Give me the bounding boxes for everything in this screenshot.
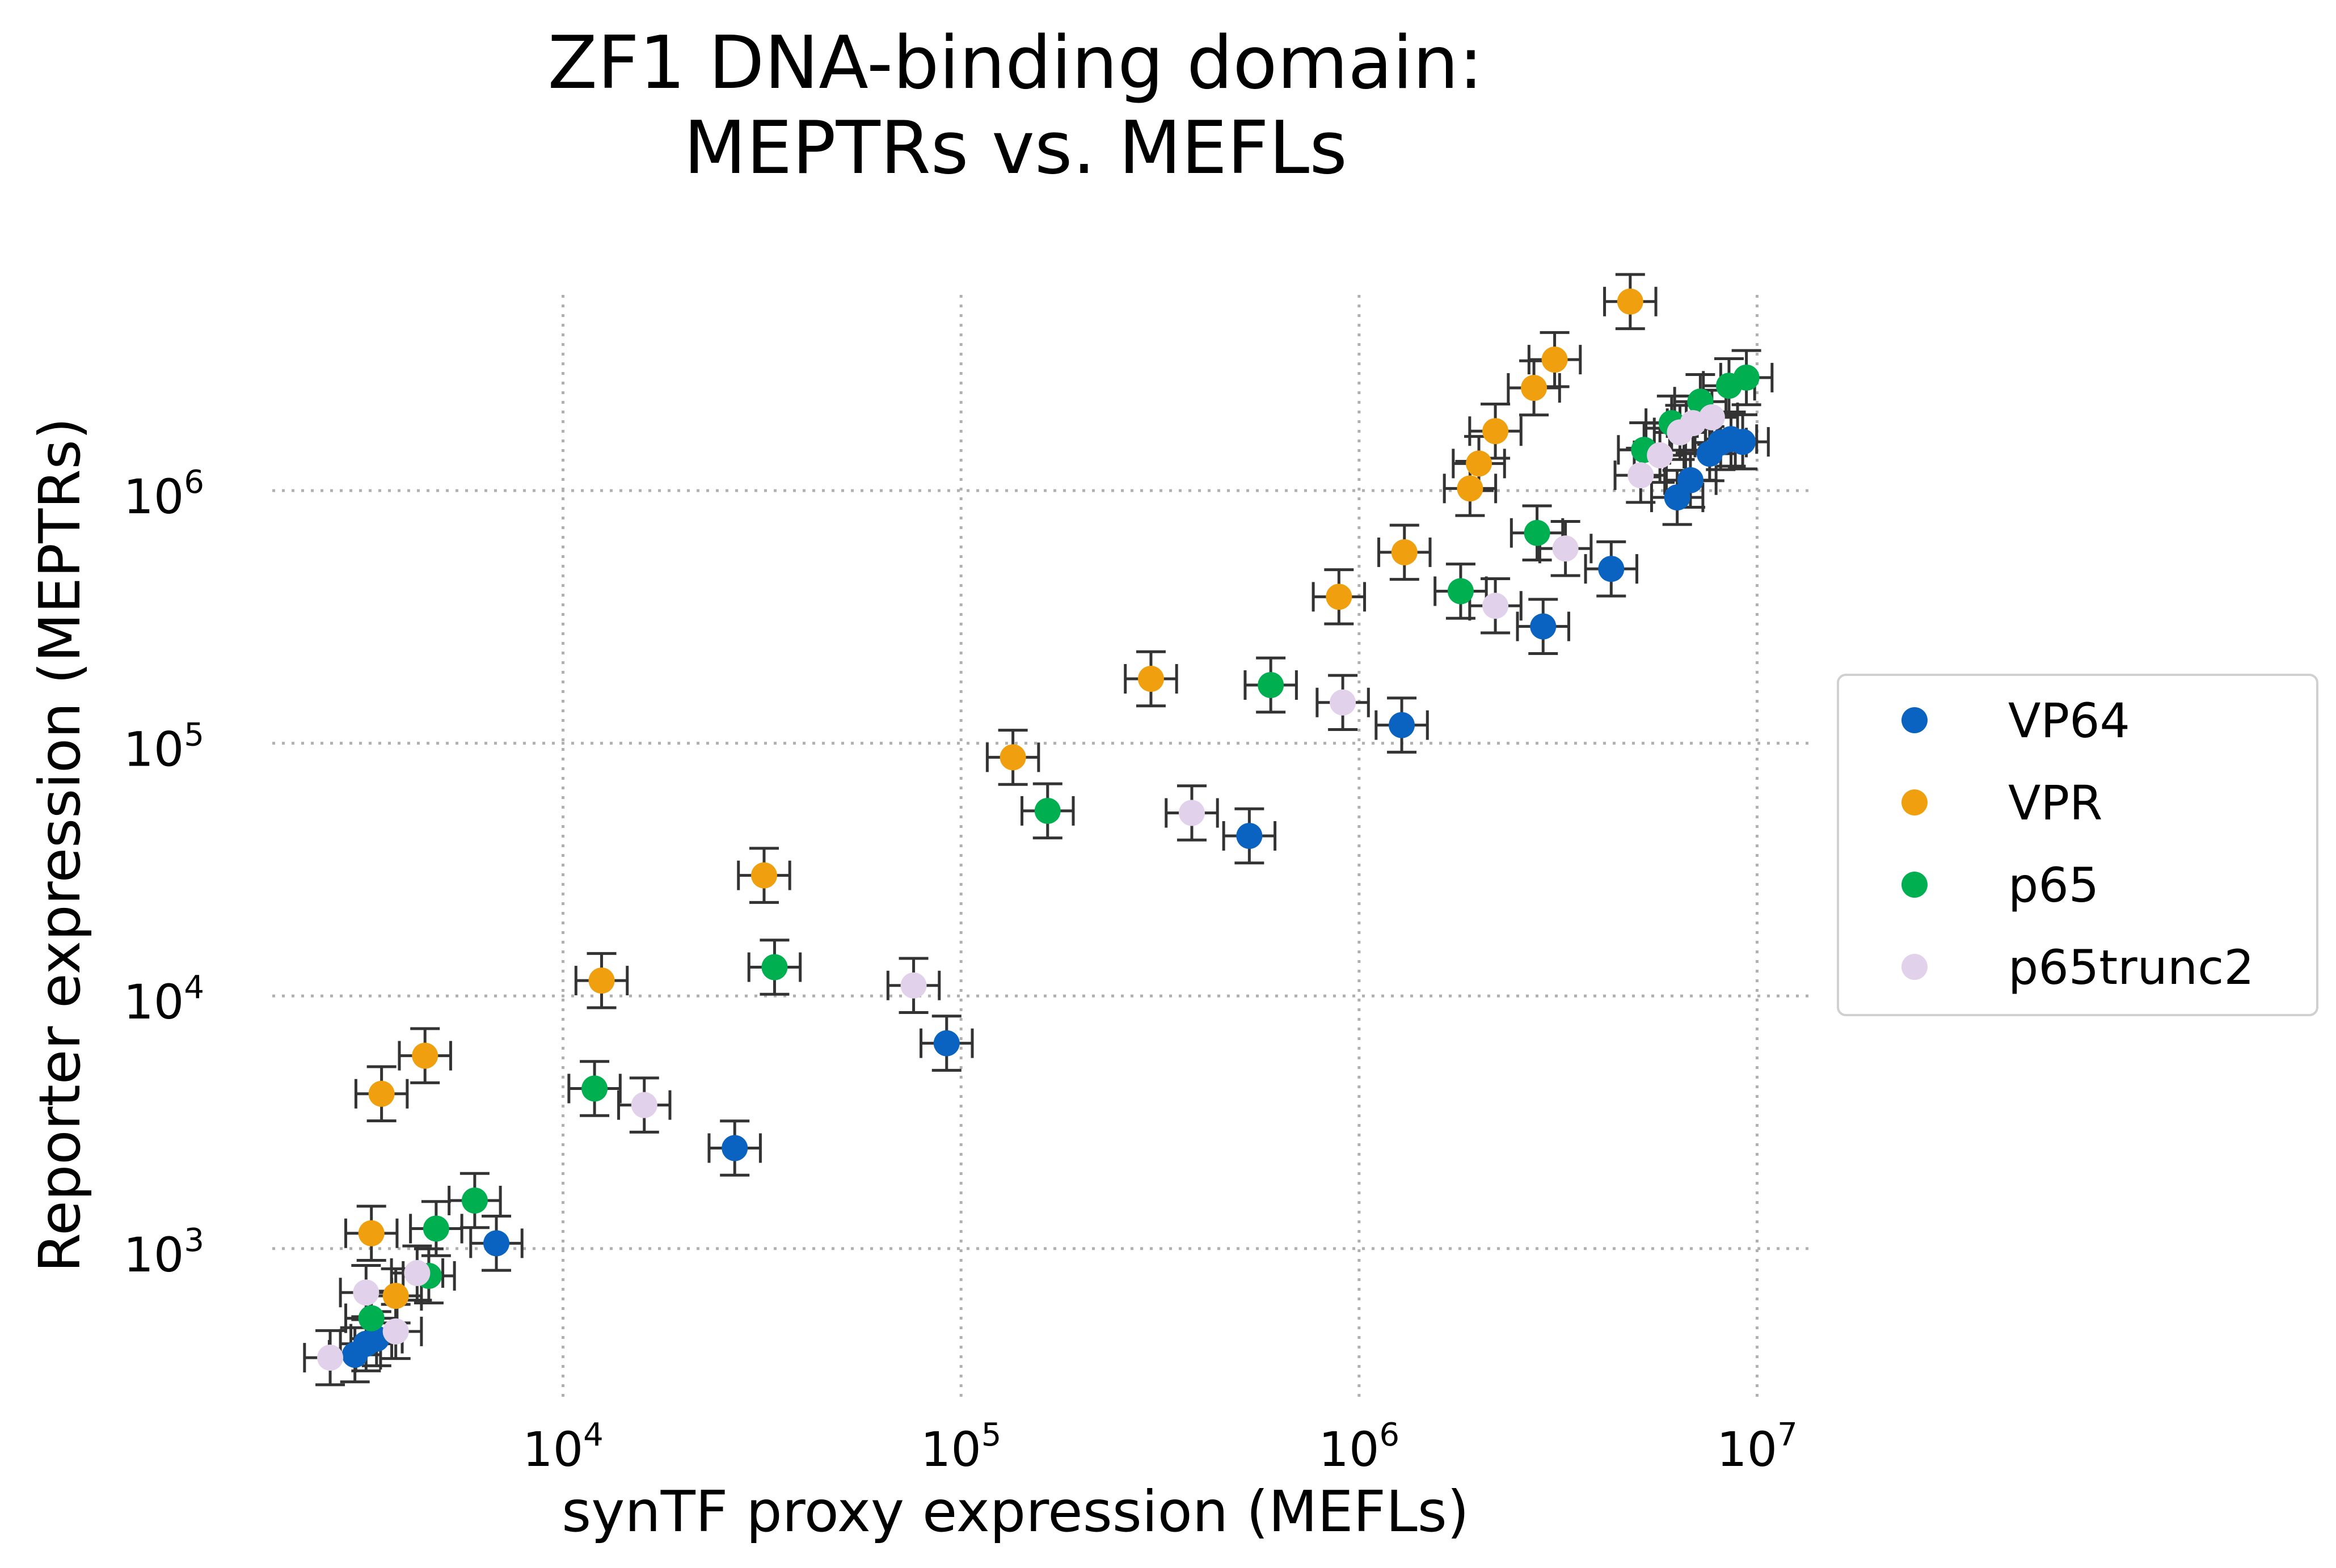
x-tick-label: 105 [921,1417,1002,1477]
y-tick-label: 104 [123,969,204,1030]
legend-marker-vp64 [1901,707,1928,733]
data-point-p65trunc2 [317,1345,344,1371]
legend-label-p65: p65 [2008,857,2099,913]
data-point-vpr [1137,665,1164,692]
data-point-p65 [1447,578,1474,605]
data-point-vp64 [722,1135,748,1161]
data-point-vpr [1000,744,1026,771]
x-tick-label: 107 [1717,1417,1798,1477]
data-point-vpr [412,1042,438,1069]
chart-title: ZF1 DNA-binding domain: MEPTRs vs. MEFLs [548,21,1483,191]
legend-label-p65trunc2: p65trunc2 [2008,940,2254,995]
x-tick-label: 106 [1319,1417,1400,1477]
legend-label-vp64: VP64 [2008,693,2130,749]
data-point-vp64 [483,1230,510,1257]
data-point-vpr [1482,418,1509,445]
data-point-vp64 [1598,556,1625,582]
data-point-vpr [1617,288,1643,315]
data-point-vp64 [1530,613,1557,640]
data-point-vp64 [933,1030,960,1056]
data-point-p65trunc2 [353,1279,380,1306]
x-tick-labels: 104 105 106 107 [522,1417,1797,1477]
data-point-p65trunc2 [1552,535,1579,562]
data-point-vp64 [1389,712,1415,738]
chart-title-line-2: MEPTRs vs. MEFLs [684,106,1347,191]
error-bars [303,273,1774,1387]
legend-marker-p65trunc2 [1901,954,1928,980]
data-point-p65 [1034,797,1061,824]
legend-marker-p65 [1901,872,1928,898]
data-point-vpr [1391,539,1418,565]
data-point-vp64 [1236,822,1263,849]
data-point-p65trunc2 [1627,462,1654,489]
data-point-p65trunc2 [1482,593,1509,619]
x-axis-label: synTF proxy expression (MEFLs) [562,1478,1469,1545]
legend-frame [1837,674,2318,1016]
grid [272,295,1815,1401]
data-point-vpr [750,862,777,889]
data-point-vpr [382,1283,409,1309]
y-tick-label: 106 [123,464,204,525]
data-point-vpr [1521,375,1548,401]
data-points [317,288,1760,1371]
x-tick-label: 104 [522,1417,604,1477]
data-point-vpr [1457,475,1483,502]
data-point-p65trunc2 [404,1260,431,1286]
data-point-p65 [1258,672,1284,699]
data-point-vpr [1326,584,1352,610]
data-point-p65 [358,1305,385,1332]
data-point-p65trunc2 [900,972,927,999]
y-tick-label: 103 [123,1222,204,1283]
data-point-p65trunc2 [382,1318,409,1345]
y-tick-label: 105 [123,717,204,777]
data-point-vpr [368,1080,395,1107]
legend: VP64 VPR p65 p65trunc2 [1837,674,2318,1016]
data-point-vp64 [1730,429,1756,455]
legend-marker-vpr [1901,789,1928,815]
y-tick-labels: 103 104 105 106 [123,464,204,1283]
data-point-p65trunc2 [631,1092,657,1118]
data-point-p65 [461,1187,488,1214]
data-point-vp64 [1677,467,1703,493]
data-point-p65 [1733,364,1760,391]
data-point-p65trunc2 [1698,404,1725,430]
y-axis-label: Reporter expression (MEPTRs) [27,417,93,1273]
data-point-vpr [1466,450,1492,477]
data-point-p65 [1524,519,1550,546]
data-point-p65trunc2 [1178,800,1205,826]
data-point-p65trunc2 [1647,442,1673,468]
data-point-p65trunc2 [1330,689,1356,716]
data-point-p65 [581,1075,608,1102]
data-point-vpr [358,1220,385,1246]
data-point-vpr [588,967,615,994]
legend-label-vpr: VPR [2008,775,2102,831]
data-point-p65 [423,1215,449,1242]
data-point-p65 [761,954,788,980]
data-point-vpr [1541,346,1568,373]
chart-title-line-1: ZF1 DNA-binding domain: [548,21,1483,105]
